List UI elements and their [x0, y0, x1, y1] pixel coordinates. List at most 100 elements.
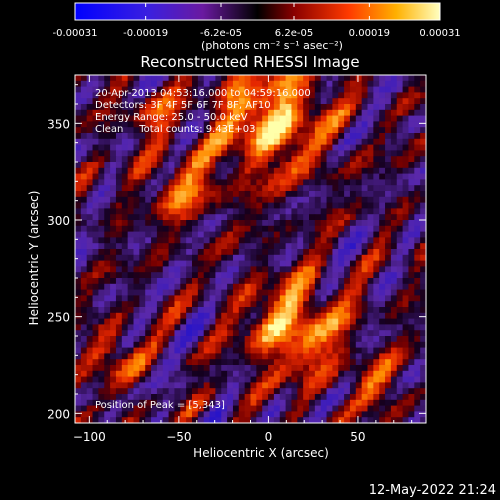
heatmap-cell — [174, 127, 181, 134]
heatmap-cell — [174, 249, 181, 256]
heatmap-cell — [98, 179, 105, 186]
heatmap-cell — [414, 104, 421, 111]
heatmap-cell — [174, 260, 181, 267]
heatmap-cell — [139, 301, 146, 308]
heatmap-cell — [139, 289, 146, 296]
heatmap-cell — [291, 243, 298, 250]
heatmap-cell — [244, 196, 251, 203]
heatmap-cell — [92, 417, 99, 424]
heatmap-cell — [408, 185, 415, 192]
heatmap-cell — [162, 312, 169, 319]
heatmap-cell — [373, 249, 380, 256]
heatmap-cell — [262, 80, 269, 87]
heatmap-cell — [396, 98, 403, 105]
heatmap-cell — [250, 359, 257, 366]
heatmap-cell — [162, 249, 169, 256]
heatmap-cell — [139, 196, 146, 203]
heatmap-cell — [273, 295, 281, 302]
heatmap-cell — [139, 405, 146, 412]
heatmap-cell — [408, 399, 415, 406]
heatmap-cell — [385, 156, 392, 163]
heatmap-cell — [414, 196, 421, 203]
heatmap-cell — [203, 162, 210, 169]
heatmap-cell — [192, 341, 199, 348]
heatmap-cell — [390, 86, 398, 93]
heatmap-cell — [320, 214, 327, 221]
heatmap-cell — [279, 75, 286, 82]
heatmap-cell — [373, 278, 380, 285]
heatmap-cell — [396, 156, 403, 163]
heatmap-cell — [268, 127, 275, 134]
heatmap-cell — [303, 144, 310, 151]
heatmap-cell — [75, 411, 82, 418]
heatmap-cell — [86, 144, 93, 151]
heatmap-cell — [262, 301, 269, 308]
heatmap-cell — [402, 370, 409, 377]
heatmap-cell — [367, 307, 374, 314]
heatmap-cell — [180, 260, 187, 267]
heatmap-cell — [197, 330, 205, 337]
heatmap-cell — [303, 417, 310, 424]
heatmap-cell — [256, 86, 263, 93]
heatmap-cell — [203, 220, 210, 227]
heatmap-cell — [192, 411, 199, 418]
heatmap-cell — [414, 86, 421, 93]
heatmap-cell — [326, 127, 333, 134]
heatmap-cell — [268, 98, 275, 105]
heatmap-cell — [291, 75, 298, 82]
heatmap-cell — [133, 272, 140, 279]
heatmap-cell — [92, 196, 99, 203]
heatmap-cell — [215, 243, 222, 250]
heatmap-cell — [75, 173, 82, 180]
heatmap-cell — [221, 336, 228, 343]
heatmap-cell — [145, 318, 152, 325]
heatmap-cell — [420, 179, 427, 186]
heatmap-cell — [145, 272, 152, 279]
heatmap-cell — [238, 266, 246, 273]
heatmap-cell — [232, 336, 240, 343]
heatmap-cell — [162, 307, 169, 314]
heatmap-cell — [86, 196, 93, 203]
heatmap-cell — [192, 301, 199, 308]
heatmap-cell — [414, 144, 421, 151]
heatmap-cell — [156, 249, 164, 256]
heatmap-cell — [402, 382, 409, 389]
heatmap-cell — [390, 330, 398, 337]
heatmap-cell — [75, 104, 82, 111]
heatmap-cell — [285, 98, 292, 105]
heatmap-cell — [297, 214, 304, 221]
heatmap-cell — [238, 370, 246, 377]
heatmap-cell — [86, 330, 93, 337]
heatmap-cell — [303, 127, 310, 134]
heatmap-cell — [414, 138, 421, 145]
heatmap-cell — [332, 272, 339, 279]
heatmap-cell — [390, 121, 398, 128]
heatmap-cell — [238, 359, 246, 366]
heatmap-cell — [385, 214, 392, 221]
heatmap-cell — [133, 260, 140, 267]
heatmap-cell — [174, 191, 181, 198]
heatmap-cell — [414, 80, 421, 87]
heatmap-cell — [145, 162, 152, 169]
heatmap-cell — [385, 80, 392, 87]
heatmap-cell — [186, 115, 193, 122]
heatmap-cell — [396, 399, 403, 406]
heatmap-cell — [408, 388, 415, 395]
heatmap-cell — [168, 295, 175, 302]
heatmap-cell — [402, 399, 409, 406]
heatmap-cell — [180, 376, 187, 383]
heatmap-cell — [86, 202, 93, 209]
heatmap-cell — [115, 359, 123, 366]
heatmap-cell — [244, 254, 251, 261]
heatmap-cell — [309, 185, 316, 192]
heatmap-cell — [209, 127, 216, 134]
heatmap-cell — [127, 260, 134, 267]
heatmap-cell — [408, 138, 415, 145]
heatmap-cell — [268, 138, 275, 145]
heatmap-cell — [268, 121, 275, 128]
heatmap-cell — [291, 162, 298, 169]
heatmap-cell — [151, 243, 158, 250]
heatmap-cell — [385, 289, 392, 296]
heatmap-cell — [192, 249, 199, 256]
heatmap-cell — [262, 260, 269, 267]
